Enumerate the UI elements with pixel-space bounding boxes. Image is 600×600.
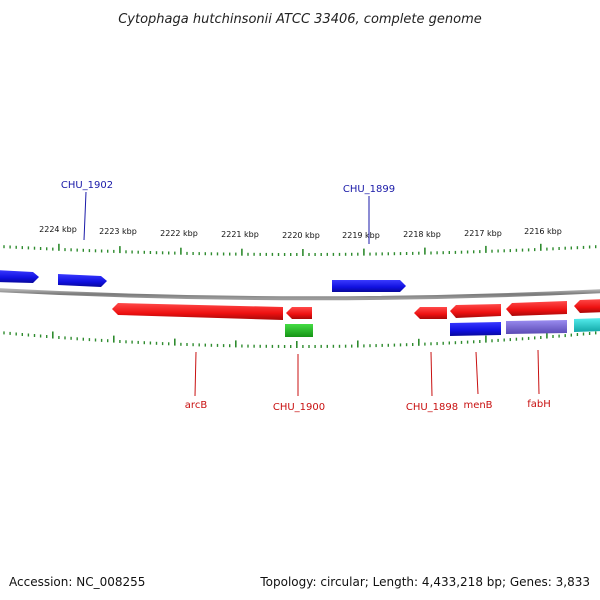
gene-label-menb[interactable]: menB — [463, 400, 492, 411]
inner-tick-ring — [3, 331, 597, 348]
gene-label-chu-1902[interactable]: CHU_1902 — [61, 180, 113, 191]
fabh-leader-line — [537, 349, 540, 395]
chu-1898-gene-arrow[interactable] — [414, 307, 447, 319]
accession-text: Accession: NC_008255 — [9, 575, 145, 589]
menb-feature-block[interactable] — [450, 322, 501, 336]
forward-gene-arrow[interactable] — [0, 270, 39, 283]
gene-label-chu-1898[interactable]: CHU_1898 — [406, 402, 458, 413]
map-title: Cytophaga hutchinsonii ATCC 33406, compl… — [118, 12, 482, 27]
chu-1898-leader-line — [430, 351, 433, 397]
kbp-label-2224: 2224 kbp — [39, 225, 77, 234]
kbp-label-2216: 2216 kbp — [524, 227, 562, 236]
kbp-label-2219: 2219 kbp — [342, 231, 380, 240]
kbp-label-2222: 2222 kbp — [160, 229, 198, 238]
gene-label-arcb[interactable]: arcB — [185, 400, 208, 411]
genome-backbone — [0, 288, 600, 301]
kbp-label-2221: 2221 kbp — [221, 230, 259, 239]
reverse-gene-arrow[interactable] — [574, 299, 600, 313]
chu-1900-gene-arrow[interactable] — [286, 307, 312, 319]
outer-tick-ring — [3, 243, 597, 256]
kbp-label-2220: 2220 kbp — [282, 231, 320, 240]
kbp-label-2218: 2218 kbp — [403, 230, 441, 239]
chu-1902-leader-line — [83, 191, 87, 241]
chu-1902-gene-arrow[interactable] — [58, 274, 107, 287]
rna-gene-block[interactable] — [285, 324, 313, 337]
menb-gene-arrow[interactable] — [450, 304, 501, 318]
arcb-leader-line — [194, 351, 197, 397]
gene-label-fabh[interactable]: fabH — [527, 399, 551, 410]
chu-1899-gene-arrow[interactable] — [332, 280, 406, 292]
gene-label-chu-1899[interactable]: CHU_1899 — [343, 184, 395, 195]
menb-leader-line — [475, 351, 479, 395]
fabh-gene-arrow[interactable] — [506, 301, 567, 316]
kbp-label-2217: 2217 kbp — [464, 229, 502, 238]
kbp-label-2223: 2223 kbp — [99, 227, 137, 236]
gene-label-chu-1900[interactable]: CHU_1900 — [273, 402, 325, 413]
topology-text: Topology: circular; Length: 4,433,218 bp… — [259, 575, 590, 589]
arcb-gene-arrow[interactable] — [112, 303, 283, 320]
fabh-feature-block[interactable] — [506, 320, 567, 334]
cyan-feature-block[interactable] — [574, 318, 600, 332]
